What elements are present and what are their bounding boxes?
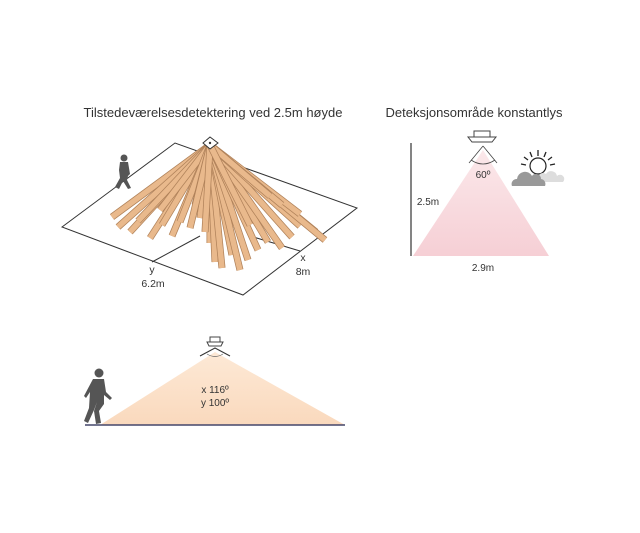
walking-person-icon: [115, 154, 131, 189]
light-cone: [413, 150, 549, 256]
ray: [157, 143, 213, 212]
height-label: 2.5m: [417, 197, 439, 208]
floor-divider-y: [151, 235, 201, 263]
floor-outline: [60, 142, 359, 296]
ray: [208, 142, 272, 199]
constant-light-title: Deteksjonsområde konstantlys: [385, 105, 563, 120]
ray: [202, 144, 213, 233]
light-sensor-icon: [466, 130, 498, 143]
detection-cone: [100, 352, 345, 425]
sensor-icon: [206, 336, 224, 347]
angle-bracket: [199, 347, 231, 357]
x-angle-label: x 116º: [201, 385, 229, 396]
angle-leg-left: [468, 145, 484, 164]
angle-leg-right: [482, 145, 498, 164]
angle-arc: [206, 353, 224, 357]
cone-angle-label: 60º: [476, 170, 491, 181]
x-dimension: 8m: [296, 266, 311, 278]
walking-person-icon: [84, 368, 112, 424]
x-axis-label: x: [300, 252, 306, 264]
width-label: 2.9m: [472, 263, 494, 274]
ray: [207, 143, 253, 227]
y-dimension: 6.2m: [141, 278, 165, 290]
sun-cloud-icon: [511, 150, 565, 186]
detection-rays: [109, 142, 328, 271]
y-axis-label: y: [149, 264, 155, 276]
ceiling-sensor-icon: [202, 136, 219, 150]
y-angle-label: y 100º: [201, 398, 229, 409]
angle-arc: [470, 159, 496, 165]
occupancy-title: Tilstedeværelsesdetektering ved 2.5m høy…: [84, 105, 343, 120]
